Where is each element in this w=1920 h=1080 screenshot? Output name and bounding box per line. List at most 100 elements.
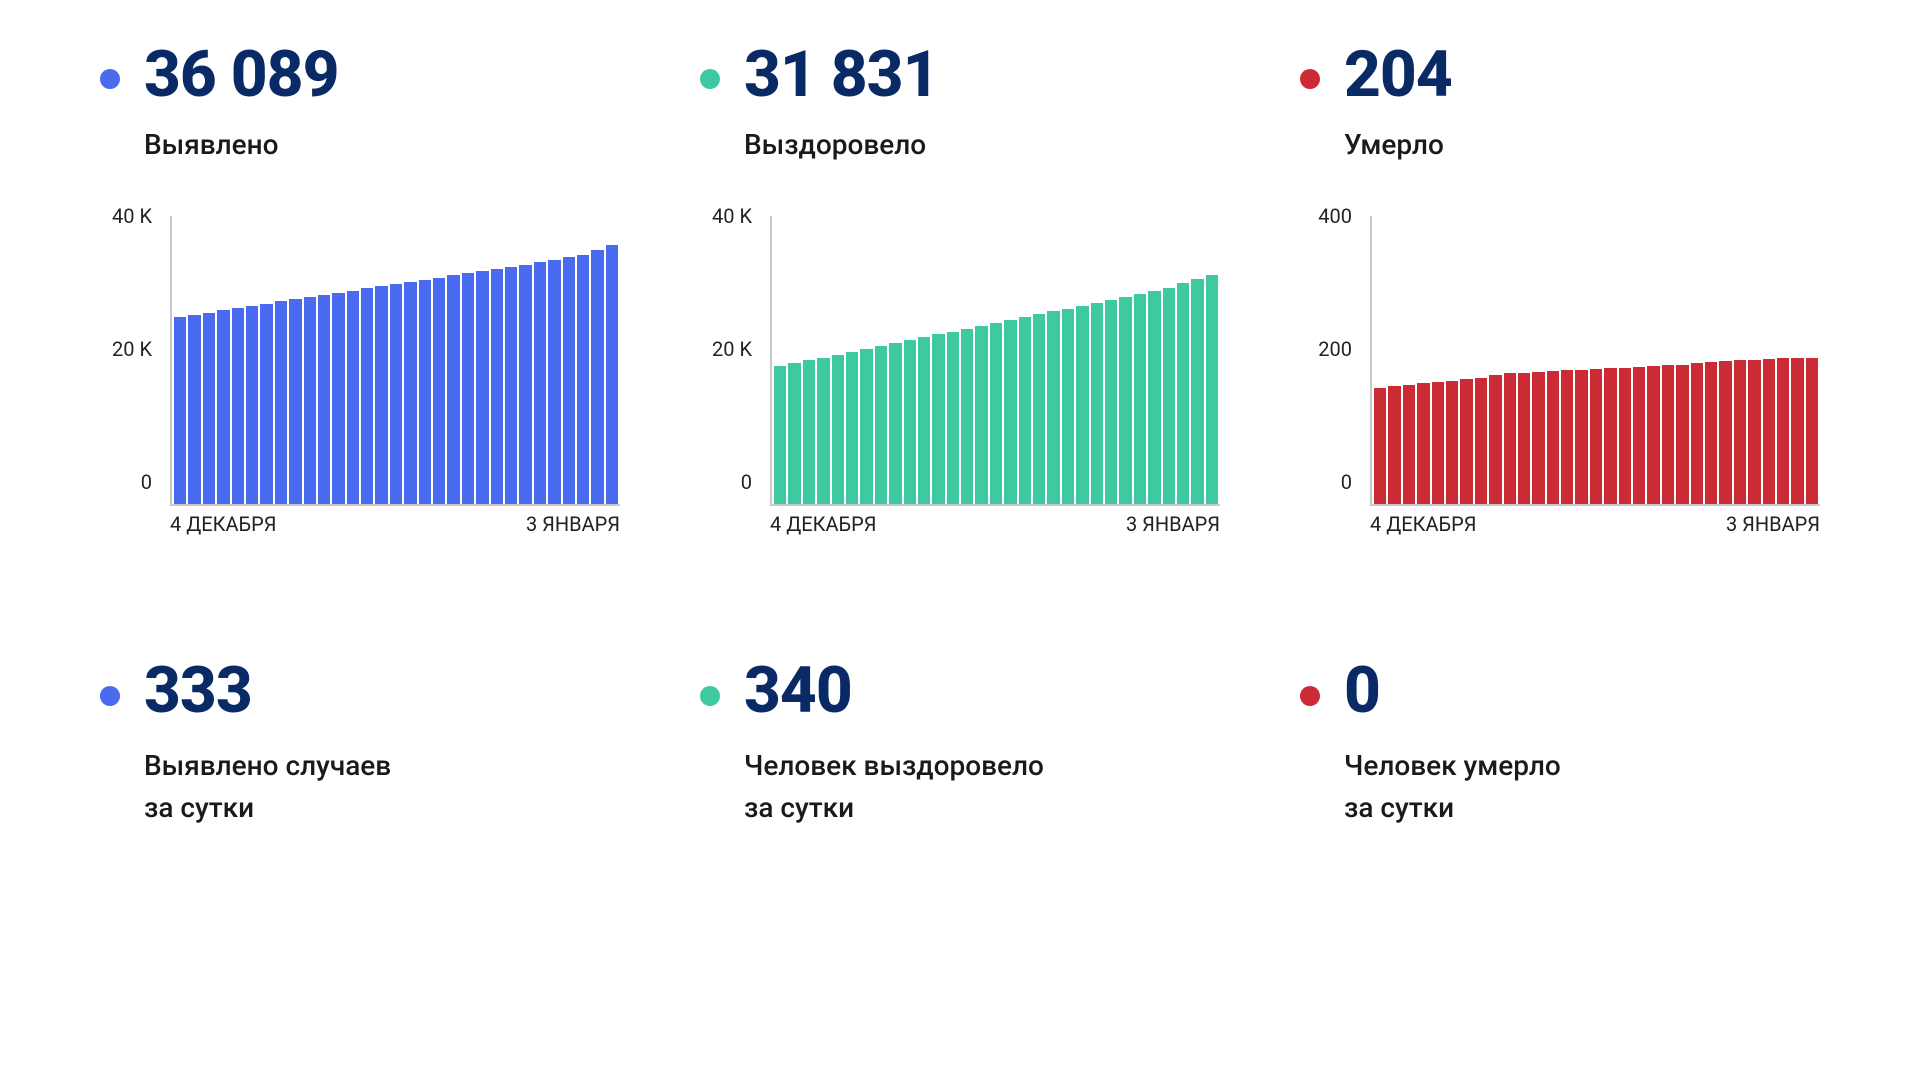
bar: [1719, 361, 1731, 504]
bar: [947, 332, 959, 505]
stat-value: 340: [744, 656, 852, 726]
bar: [1518, 373, 1530, 505]
bar: [246, 306, 258, 505]
bar: [476, 271, 488, 504]
bar: [1446, 381, 1458, 505]
stat-label: Выздоровело: [744, 128, 1220, 161]
bar: [788, 363, 800, 504]
bar: [203, 313, 215, 505]
bar: [505, 267, 517, 505]
bar: [1388, 386, 1400, 504]
bar: [1604, 368, 1616, 504]
stat-header: 333: [100, 656, 620, 726]
bar: [961, 329, 973, 505]
bar: [1806, 358, 1818, 505]
bar: [174, 317, 186, 504]
bar: [904, 340, 916, 504]
bar: [1763, 359, 1775, 504]
x-end-label: 3 ЯНВАРЯ: [1126, 512, 1220, 536]
bar: [591, 250, 603, 504]
bar-chart-recovered: 40 K 20 K 0 4 ДЕКАБРЯ 3 ЯНВАРЯ: [700, 216, 1220, 536]
bar: [1489, 375, 1501, 505]
bar: [606, 245, 618, 505]
bar: [289, 299, 301, 504]
stat-value: 333: [144, 656, 252, 726]
bar: [1590, 369, 1602, 504]
bar: [1105, 300, 1117, 504]
bar: [1019, 317, 1031, 504]
bar: [1134, 294, 1146, 504]
bar: [375, 286, 387, 504]
bar: [1791, 358, 1803, 505]
bar-chart-detected: 40 K 20 K 0 4 ДЕКАБРЯ 3 ЯНВАРЯ: [100, 216, 620, 536]
card-deaths-daily: 0 Человек умерло за сутки: [1300, 656, 1820, 828]
bar: [1532, 372, 1544, 504]
bar: [1748, 360, 1760, 505]
plot-area: [1370, 216, 1820, 506]
bar: [1432, 382, 1444, 504]
y-axis: 40 K 20 K 0: [700, 216, 760, 506]
bar: [1417, 383, 1429, 504]
stat-value: 0: [1344, 656, 1380, 726]
stat-label: Выявлено: [144, 128, 620, 161]
dot-icon: [700, 686, 720, 706]
bar: [1091, 303, 1103, 505]
bar: [1177, 283, 1189, 504]
bar: [1662, 365, 1674, 504]
bar: [217, 310, 229, 504]
bar: [1633, 367, 1645, 505]
bar: [875, 346, 887, 504]
dot-icon: [1300, 69, 1320, 89]
stat-header: 31 831: [700, 40, 1220, 110]
bar: [1705, 362, 1717, 505]
card-deaths: 204 Умерло 400 200 0 4 ДЕКАБРЯ 3 ЯНВАРЯ: [1300, 40, 1820, 536]
bar: [1734, 360, 1746, 504]
bar: [846, 352, 858, 505]
dot-icon: [100, 686, 120, 706]
dot-icon: [1300, 686, 1320, 706]
bar: [803, 360, 815, 504]
bar: [889, 343, 901, 504]
bar: [918, 337, 930, 504]
bar: [1206, 275, 1218, 504]
y-tick: 40 K: [112, 204, 160, 228]
bar: [534, 262, 546, 504]
stat-label: Умерло: [1344, 128, 1820, 161]
x-axis: 4 ДЕКАБРЯ 3 ЯНВАРЯ: [170, 506, 620, 536]
bar: [1504, 373, 1516, 504]
x-start-label: 4 ДЕКАБРЯ: [170, 512, 276, 536]
bar: [304, 297, 316, 504]
bar: [860, 349, 872, 505]
bar: [990, 323, 1002, 504]
y-tick: 20 K: [112, 337, 160, 361]
bar: [1619, 368, 1631, 505]
dot-icon: [700, 69, 720, 89]
bar: [232, 308, 244, 505]
y-tick: 0: [741, 470, 760, 494]
bar: [817, 358, 829, 505]
bar: [832, 355, 844, 505]
stat-header: 36 089: [100, 40, 620, 110]
bar: [1062, 309, 1074, 505]
dot-icon: [100, 69, 120, 89]
bar: [419, 280, 431, 505]
stat-label: Человек умерло за сутки: [1344, 745, 1820, 829]
bar: [1460, 379, 1472, 504]
y-tick: 40 K: [712, 204, 760, 228]
bar: [1163, 288, 1175, 505]
bar: [318, 295, 330, 505]
bar: [1148, 291, 1160, 504]
x-start-label: 4 ДЕКАБРЯ: [770, 512, 876, 536]
bar: [519, 265, 531, 505]
stat-value: 36 089: [144, 40, 338, 110]
x-end-label: 3 ЯНВАРЯ: [1726, 512, 1820, 536]
stat-label: Выявлено случаев за сутки: [144, 745, 620, 829]
bar: [1004, 320, 1016, 504]
bar: [491, 269, 503, 504]
stat-value: 31 831: [744, 40, 938, 110]
bar: [1575, 370, 1587, 505]
y-axis: 40 K 20 K 0: [100, 216, 160, 506]
stat-value: 204: [1344, 40, 1452, 110]
bar: [975, 326, 987, 505]
x-axis: 4 ДЕКАБРЯ 3 ЯНВАРЯ: [770, 506, 1220, 536]
